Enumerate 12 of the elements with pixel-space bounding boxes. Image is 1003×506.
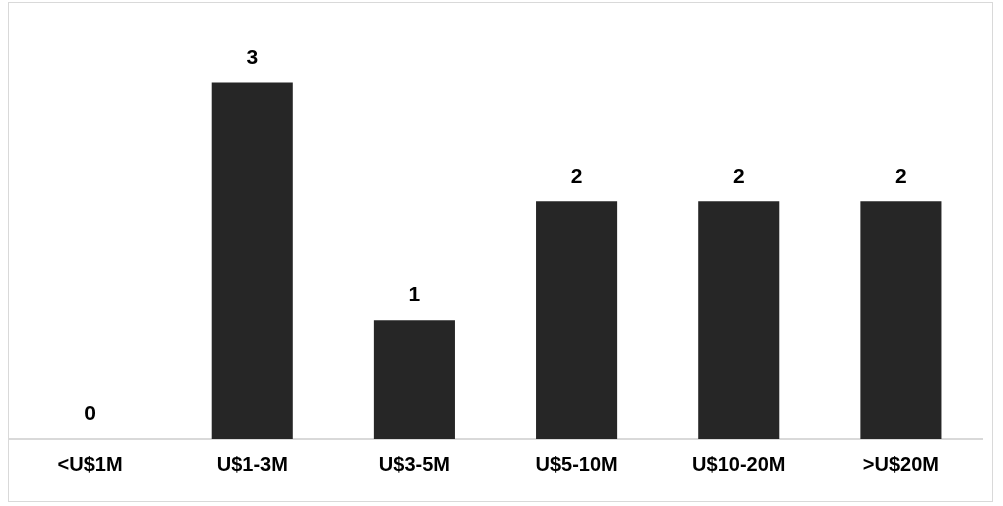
x-tick-label: U$3-5M — [378, 452, 450, 475]
x-tick-label: <U$1M — [57, 452, 123, 475]
data-label: 3 — [246, 44, 259, 68]
x-tick-label: U$10-20M — [692, 452, 786, 475]
data-label: 2 — [570, 163, 583, 187]
data-label: 0 — [84, 401, 96, 425]
data-label: 1 — [408, 282, 421, 306]
x-tick-label: >U$20M — [862, 452, 939, 475]
x-tick-label: U$5-10M — [535, 452, 618, 475]
data-label: 2 — [732, 163, 745, 187]
data-label: 2 — [895, 163, 907, 187]
x-tick-label: U$1-3M — [216, 452, 288, 475]
